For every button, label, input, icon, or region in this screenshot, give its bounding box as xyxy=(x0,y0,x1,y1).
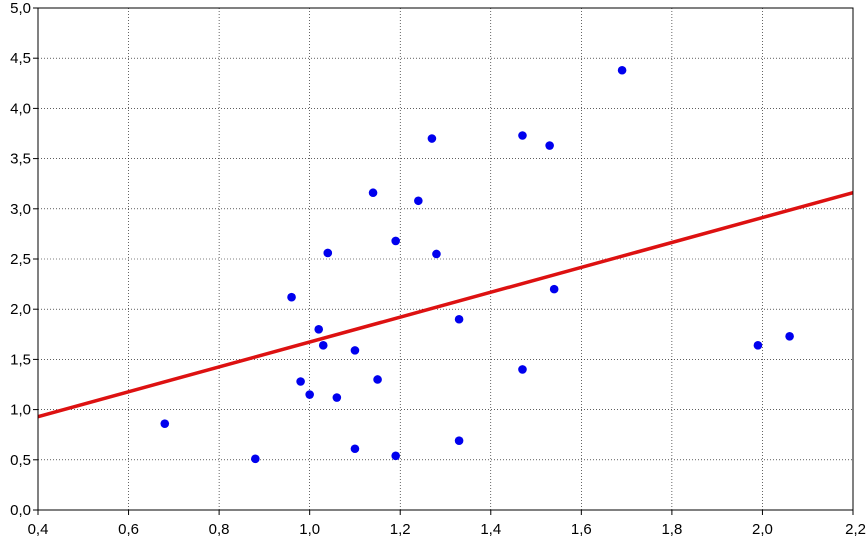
y-tick-label: 2,0 xyxy=(10,301,31,318)
data-point xyxy=(391,451,400,461)
data-point xyxy=(549,284,559,294)
data-point xyxy=(323,248,333,258)
data-point xyxy=(287,292,296,302)
y-axis-tick-labels: 0,0 0,5 1,0 1,5 2,0 2,5 3,0 3,5 4,0 4,5 5,0 xyxy=(10,0,31,519)
data-point xyxy=(296,377,305,386)
data-point xyxy=(251,454,260,464)
x-tick-label: 1,0 xyxy=(299,521,320,538)
y-tick-label: 4,0 xyxy=(10,100,31,117)
y-tick-label: 3,5 xyxy=(10,151,31,168)
y-tick-label: 2,5 xyxy=(10,251,31,268)
data-point xyxy=(518,365,527,374)
x-tick-label: 1,4 xyxy=(480,521,501,538)
grid xyxy=(38,8,853,510)
data-point xyxy=(391,236,400,246)
plot-background xyxy=(38,8,853,510)
data-point xyxy=(454,314,464,324)
data-point xyxy=(785,332,794,341)
data-point xyxy=(454,436,464,446)
x-tick-label: 1,8 xyxy=(661,521,682,538)
data-point xyxy=(518,131,527,140)
data-point xyxy=(318,341,328,350)
y-tick-label: 1,0 xyxy=(10,402,31,419)
trend-line xyxy=(37,191,854,419)
data-point xyxy=(332,393,342,402)
x-tick-label: 0,6 xyxy=(118,521,139,538)
y-tick-label: 5,0 xyxy=(10,0,31,17)
data-point xyxy=(432,249,441,259)
y-tick-label: 4,5 xyxy=(10,50,31,67)
plot-frame xyxy=(37,7,854,511)
data-point xyxy=(305,390,314,399)
y-tick-label: 1,5 xyxy=(10,351,31,368)
y-tick-label: 0,0 xyxy=(10,502,31,519)
data-point xyxy=(617,65,627,75)
data-point xyxy=(427,134,437,143)
trend-line-group xyxy=(37,191,854,419)
x-tick-label: 1,2 xyxy=(390,521,411,538)
x-tick-label: 2,0 xyxy=(752,521,773,538)
data-point xyxy=(414,196,423,206)
y-tick-label: 0,5 xyxy=(10,452,31,469)
data-point xyxy=(545,141,554,150)
x-tick-label: 1,6 xyxy=(571,521,592,538)
y-tick-label: 3,0 xyxy=(10,201,31,218)
y-axis-ticks xyxy=(33,7,38,511)
x-tick-label: 2,2 xyxy=(845,521,866,538)
x-tick-label: 0,4 xyxy=(28,521,49,538)
data-point xyxy=(753,341,763,350)
x-axis-ticks xyxy=(37,510,854,515)
data-point xyxy=(160,419,170,428)
data-point xyxy=(373,375,382,384)
data-point xyxy=(368,188,378,198)
data-point xyxy=(314,324,324,334)
data-points xyxy=(160,65,794,464)
data-point xyxy=(350,346,360,355)
x-axis-tick-labels: 0,4 0,6 0,8 1,0 1,2 1,4 1,6 1,8 2,0 2,2 xyxy=(28,521,866,538)
data-point xyxy=(350,444,360,454)
x-tick-label: 0,8 xyxy=(209,521,230,538)
